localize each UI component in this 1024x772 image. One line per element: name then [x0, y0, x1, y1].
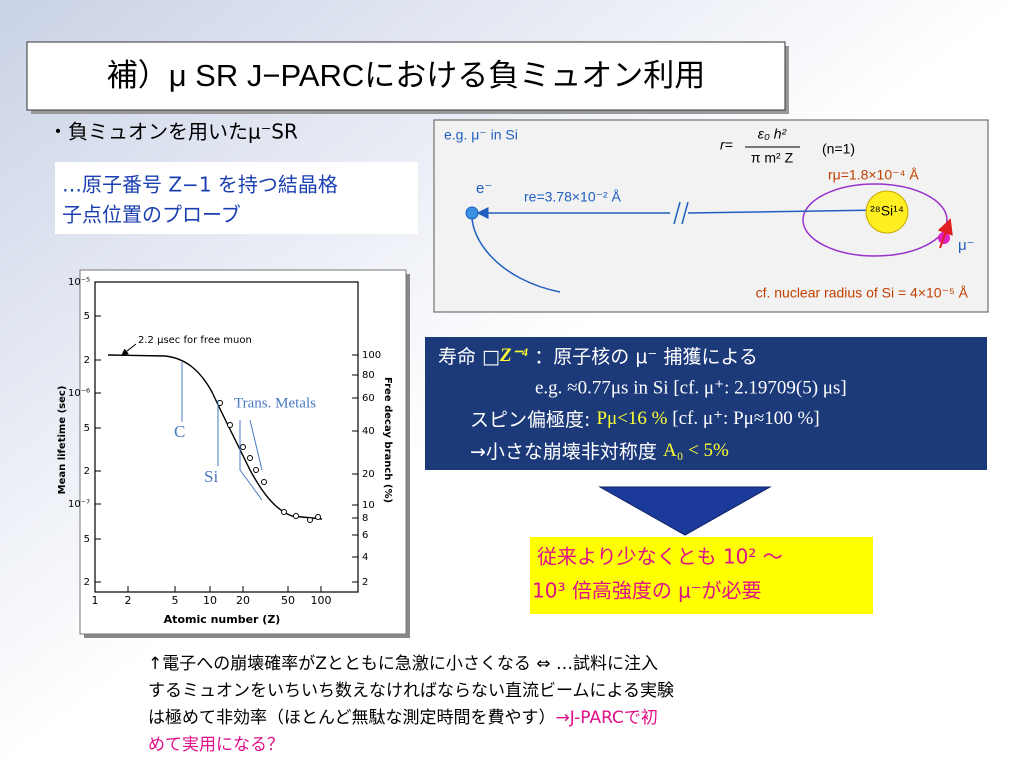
y2-tick-label: 40 — [362, 426, 375, 437]
title-box — [26, 41, 786, 111]
note-box — [55, 162, 418, 234]
electron-label: e⁻ — [476, 180, 492, 197]
curve-point — [315, 514, 321, 520]
lifetime-line: →小さな崩壊非対称度 A₀ < 5% — [470, 440, 729, 462]
spin-arrow — [937, 218, 953, 249]
curve-point — [247, 455, 253, 461]
x-tick-label: 10 — [203, 594, 217, 607]
text: ：原子核の μ⁻ 捕獲による — [528, 346, 758, 368]
footer-line: ↑電子への崩壊確率がZとともに急激に小さくなる ⇔ …試料に注入 — [148, 654, 658, 674]
title: 補）μ SR J−PARCにおける負ミュオン利用 — [107, 58, 706, 93]
trans-metals-label: Trans. Metals — [234, 395, 316, 411]
nuclear-radius: cf. nuclear radius of Si = 4×10⁻⁵ Å — [756, 285, 969, 301]
muon-radius: rμ=1.8×10⁻⁴ Å — [828, 167, 919, 183]
result-box — [530, 537, 873, 614]
curve-point — [227, 422, 233, 428]
silicon-label: Si — [204, 467, 218, 486]
electron-orbit — [471, 212, 561, 293]
x-tick-label: 1 — [92, 594, 99, 607]
figure: 2.2 μsec for free muon Trans. Metals C S… — [57, 277, 393, 626]
lifetime-line: e.g. ≈0.77μs in Si [cf. μ⁺: 2.19709(5) μ… — [535, 377, 847, 398]
result-line: 10³ 倍高強度の μ⁻が必要 — [532, 579, 761, 603]
example-label: e.g. μ⁻ in Si — [444, 127, 518, 143]
formula-denominator: π m² Z — [751, 150, 794, 166]
axis-break — [673, 201, 689, 225]
y2-tick-label: 60 — [362, 393, 375, 404]
y2-tick-label: 20 — [362, 469, 375, 480]
curve-point — [240, 444, 246, 450]
plot-frame — [94, 281, 359, 593]
formula-lhs: r= — [720, 137, 733, 153]
down-arrow — [598, 486, 772, 536]
footer-line: めて実用になる？ — [148, 735, 284, 755]
y2-tick-label: 100 — [362, 350, 381, 361]
footer-line: するミュオンをいちいち数えなければならない直流ビームによる実験 — [148, 681, 674, 701]
carbon-label: C — [174, 422, 185, 441]
trans-metals-marker — [239, 419, 263, 501]
x-tick-label: 5 — [172, 594, 179, 607]
radius-line — [687, 209, 883, 214]
nucleus-label: ²⁸Si¹⁴ — [870, 203, 904, 219]
curve-point — [307, 517, 313, 523]
lifetime-box — [425, 337, 987, 470]
curve-point — [281, 509, 287, 515]
free-muon-note: 2.2 μsec for free muon — [138, 335, 252, 346]
formula-numerator: ε₀ h² — [758, 126, 788, 142]
electron — [465, 206, 479, 220]
lifetime-line: スピン偏極度: Pμ<16 % [cf. μ⁺: Pμ≈100 %] — [470, 408, 820, 430]
x-tick-label: 20 — [236, 594, 250, 607]
y-tick-label: 2 — [84, 466, 90, 477]
y-tick-label: 10⁻⁵ — [68, 277, 90, 288]
footer-line: は極めて非効率（ほとんど無駄な測定時間を費やす）→J-PARCで初 — [148, 708, 658, 728]
muon-label: μ⁻ — [958, 237, 975, 254]
x-axis-label: Atomic number (Z) — [164, 613, 281, 626]
y-tick-label: 5 — [84, 534, 90, 545]
figure-panel — [79, 269, 407, 635]
note-line: 子点位置のプローブ — [62, 203, 241, 227]
x-tick-label: 2 — [125, 594, 132, 607]
highlight: →J-PARCで初 — [556, 708, 658, 728]
y2-tick-label: 4 — [362, 552, 368, 563]
y2-axis-label: Free decay branch (%) — [382, 377, 393, 503]
y-tick-label: 5 — [84, 423, 90, 434]
y-tick-label: 2 — [84, 355, 90, 366]
y2-tick-label: 2 — [362, 577, 368, 588]
highlight: Z⁻⁴ — [499, 345, 529, 366]
x-tick-label: 100 — [311, 594, 332, 607]
y-tick-label: 2 — [84, 577, 90, 588]
note-arrow — [121, 343, 137, 356]
y2-tick-label: 6 — [362, 530, 368, 541]
y-axis-label: Mean lifetime (sec) — [57, 386, 68, 495]
y-tick-label: 10⁻⁶ — [68, 388, 90, 399]
curve-point — [293, 513, 299, 519]
curve-point — [253, 467, 259, 473]
note-line: …原子番号 Z−1 を持つ結晶格 — [62, 173, 338, 197]
y-tick-label: 5 — [84, 311, 90, 322]
nucleus — [865, 190, 909, 234]
y-tick-label: 10⁻⁷ — [68, 499, 90, 510]
electron-radius: re=3.78×10⁻² Å — [524, 189, 622, 205]
text: スピン偏極度: — [470, 409, 596, 431]
curve-point — [261, 479, 267, 485]
formula-condition: (n=1) — [822, 141, 855, 157]
text: 寿命 □ — [438, 346, 500, 368]
x-tick-label: 50 — [281, 594, 295, 607]
highlight: A₀ < 5% — [663, 440, 729, 461]
text: [cf. μ⁺: Pμ≈100 %] — [668, 408, 820, 429]
result-line: 従来より少なくとも 10² 〜 — [537, 545, 783, 569]
lifetime-line: 寿命 □Z⁻⁴ ：原子核の μ⁻ 捕獲による — [438, 345, 758, 367]
bullet: ・負ミュオンを用いたμ⁻SR — [48, 120, 298, 144]
y2-tick-label: 80 — [362, 370, 375, 381]
y2-tick-label: 8 — [362, 513, 368, 524]
text: は極めて非効率（ほとんど無駄な測定時間を費やす） — [148, 708, 556, 728]
highlight: Pμ<16 % — [596, 408, 667, 429]
text: →小さな崩壊非対称度 — [470, 441, 663, 463]
lifetime-curve — [107, 354, 323, 520]
y2-tick-label: 10 — [362, 500, 375, 511]
